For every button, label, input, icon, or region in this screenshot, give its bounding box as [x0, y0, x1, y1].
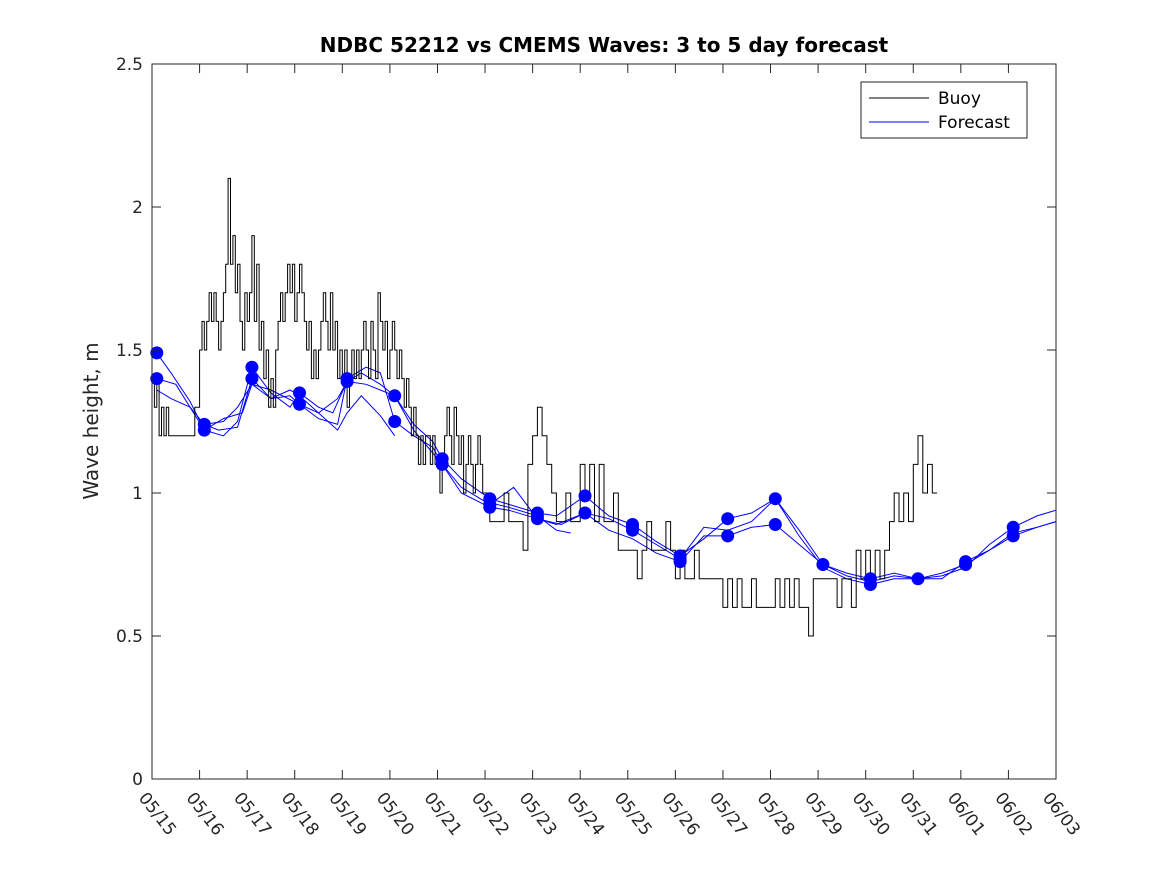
legend-box: [860, 81, 1028, 139]
y-tick-label: 2.5: [116, 55, 143, 75]
y-axis: 0 0.5 1 1.5 2 2.5: [116, 55, 1056, 790]
y-tick-label: 0: [132, 770, 143, 790]
y-axis-label: Wave height, m: [79, 342, 103, 499]
forecast-marker: [578, 489, 592, 503]
marker-layer: [150, 346, 1020, 591]
forecast-marker: [293, 397, 306, 411]
y-tick-label: 0.5: [116, 627, 143, 647]
forecast-marker: [768, 518, 782, 531]
forecast-marker: [626, 523, 639, 537]
forecast-marker: [959, 558, 973, 571]
forecast-marker: [435, 457, 449, 471]
forecast-marker: [245, 360, 259, 374]
forecast-marker: [816, 558, 830, 571]
forecast-marker: [483, 500, 497, 514]
forecast-marker: [911, 572, 925, 586]
forecast-marker: [150, 372, 164, 386]
forecast-marker: [197, 423, 211, 437]
legend-forecast-label: Forecast: [938, 113, 1010, 133]
forecast-run-line: [204, 366, 571, 534]
forecast-marker: [388, 389, 402, 403]
y-tick-label: 2: [132, 198, 143, 218]
forecast-marker: [578, 506, 592, 520]
forecast-marker: [245, 372, 259, 386]
y-tick-label: 1.5: [116, 341, 143, 361]
forecast-marker: [721, 512, 735, 526]
plot-area: [152, 64, 1056, 779]
forecast-marker: [1006, 529, 1020, 543]
forecast-marker: [388, 415, 402, 428]
forecast-marker: [340, 375, 354, 388]
forecast-marker: [530, 512, 544, 526]
chart-title: NDBC 52212 vs CMEMS Waves: 3 to 5 day fo…: [320, 33, 889, 57]
forecast-marker: [863, 578, 877, 591]
forecast-marker: [721, 529, 735, 543]
forecast-marker: [768, 492, 782, 506]
forecast-marker: [293, 386, 306, 400]
y-tick-label: 1: [132, 484, 143, 504]
forecast-marker: [673, 555, 687, 569]
legend-buoy-label: Buoy: [938, 89, 981, 109]
buoy-line: [152, 177, 938, 637]
legend: Buoy Forecast: [860, 81, 1028, 139]
plot-frame: [151, 63, 1057, 780]
